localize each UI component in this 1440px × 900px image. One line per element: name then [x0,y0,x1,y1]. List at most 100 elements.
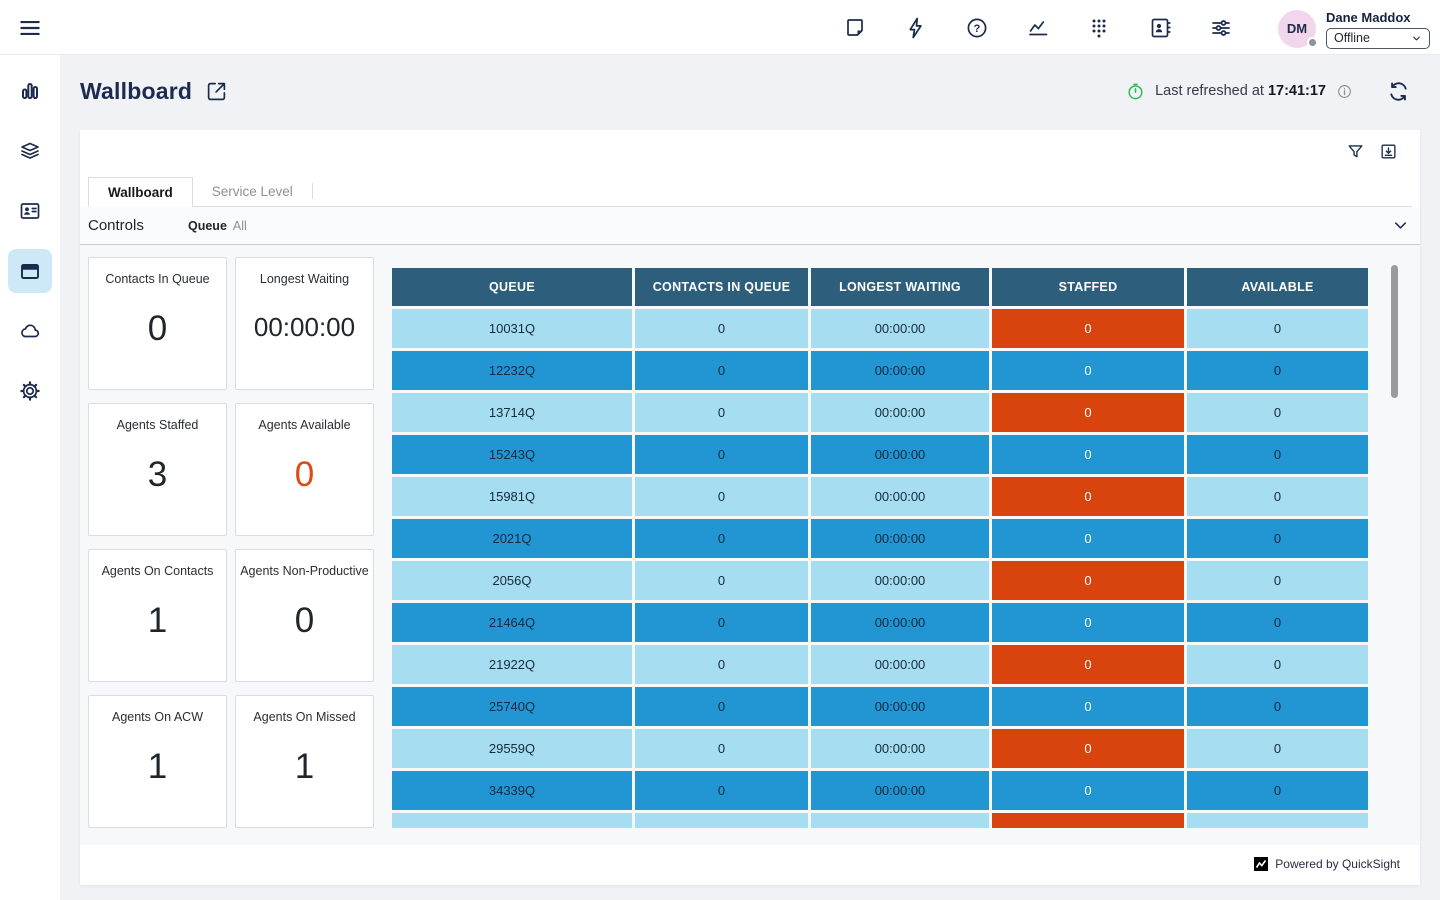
kpi-value: 3 [147,454,168,494]
powered-by-quicksight[interactable]: Powered by QuickSight [1254,857,1400,871]
cell-contacts-in-queue: 0 [635,687,808,726]
kpi-grid: Contacts In Queue 0 Longest Waiting 00:00:0… [88,257,374,828]
card-footer: Powered by QuickSight [80,845,1420,885]
cell-queue: 25740Q [392,687,632,726]
user-name: Dane Maddox [1326,9,1411,25]
tab-divider [311,183,313,199]
download-icon[interactable] [1379,142,1398,161]
hamburger-menu-icon[interactable] [17,15,43,41]
cell-queue: 2021Q [392,519,632,558]
table-row[interactable]: 25740Q 0 00:00:00 0 0 [392,687,1368,726]
cell-contacts-in-queue: 0 [635,519,808,558]
user-block: DM Dane Maddox Offline [1278,7,1430,49]
cell-available: 0 [1187,435,1368,474]
table-row[interactable] [392,813,1368,828]
cell-queue: 13714Q [392,393,632,432]
last-refreshed-time: 17:41:17 [1267,83,1326,99]
sidebar-item-layers[interactable] [8,129,52,173]
table-scrollbar[interactable] [1391,265,1398,398]
cell-longest-waiting: 00:00:00 [811,477,989,516]
notes-icon[interactable] [843,16,867,40]
table-row[interactable]: 15981Q 0 00:00:00 0 0 [392,477,1368,516]
sidebar-item-cloud[interactable] [8,309,52,353]
kpi-label: Longest Waiting [259,272,350,286]
settings-sliders-icon[interactable] [1209,16,1233,40]
dashboard-card: Wallboard Service Level Controls Queue A… [80,130,1420,885]
table-row[interactable]: 21464Q 0 00:00:00 0 0 [392,603,1368,642]
kpi-card[interactable]: Agents On Contacts 1 [88,549,227,682]
kpi-card[interactable]: Agents Available 0 [235,403,374,536]
dialpad-icon[interactable] [1087,16,1111,40]
column-header: AVAILABLE [1187,268,1368,306]
cell-staffed: 0 [992,519,1184,558]
controls-bar[interactable]: Controls Queue All [80,207,1420,245]
cell-queue: 21464Q [392,603,632,642]
kpi-value: 0 [294,600,315,640]
cell-longest-waiting: 00:00:00 [811,561,989,600]
column-header: STAFFED [992,268,1184,306]
cell-available: 0 [1187,603,1368,642]
kpi-label: Contacts In Queue [105,272,210,286]
sidebar-item-dashboard[interactable] [8,249,52,293]
sidebar-item-settings[interactable] [8,369,52,413]
cell-staffed: 0 [992,729,1184,768]
main-content: Wallboard Last refreshed at 17:41:17 Wal… [60,55,1440,900]
kpi-value: 1 [294,746,315,786]
status-select[interactable]: Offline [1326,27,1430,49]
cell-available: 0 [1187,687,1368,726]
tab-service-level[interactable]: Service Level [211,183,293,199]
kpi-card[interactable]: Agents On ACW 1 [88,695,227,828]
refresh-icon[interactable] [1387,80,1410,103]
avatar[interactable]: DM [1278,9,1318,48]
kpi-card[interactable]: Agents Non-Productive 0 [235,549,374,682]
cell-longest-waiting [811,813,989,828]
page-title: Wallboard [80,77,193,104]
table-row[interactable]: 10031Q 0 00:00:00 0 0 [392,309,1368,348]
table-row[interactable]: 13714Q 0 00:00:00 0 0 [392,393,1368,432]
table-row[interactable]: 29559Q 0 00:00:00 0 0 [392,729,1368,768]
column-header: CONTACTS IN QUEUE [635,268,808,306]
cell-contacts-in-queue: 0 [635,309,808,348]
cell-contacts-in-queue: 0 [635,771,808,810]
table-row[interactable]: 15243Q 0 00:00:00 0 0 [392,435,1368,474]
table-row[interactable]: 34339Q 0 00:00:00 0 0 [392,771,1368,810]
bar-chart-icon [22,83,39,99]
kpi-label: Agents Available [258,418,351,432]
timer-icon [1128,83,1143,99]
table-row[interactable]: 2056Q 0 00:00:00 0 0 [392,561,1368,600]
cell-longest-waiting: 00:00:00 [811,351,989,390]
cell-available: 0 [1187,729,1368,768]
cell-longest-waiting: 00:00:00 [811,603,989,642]
metrics-chart-icon[interactable] [1026,16,1050,40]
kpi-card[interactable]: Agents On Missed 1 [235,695,374,828]
info-icon[interactable] [1336,83,1353,100]
table-row[interactable]: 12232Q 0 00:00:00 0 0 [392,351,1368,390]
cell-available: 0 [1187,351,1368,390]
kpi-card[interactable]: Contacts In Queue 0 [88,257,227,390]
table-row[interactable]: 2021Q 0 00:00:00 0 0 [392,519,1368,558]
kpi-label: Agents Staffed [116,418,199,432]
queue-filter-value[interactable]: All [232,218,247,233]
cell-staffed: 0 [992,771,1184,810]
contacts-directory-icon[interactable] [1148,16,1172,40]
sidebar-item-contacts[interactable] [8,189,52,233]
tab-wallboard[interactable]: Wallboard [88,177,193,207]
cell-longest-waiting: 00:00:00 [811,645,989,684]
filter-icon[interactable] [1346,142,1365,161]
cell-queue: 10031Q [392,309,632,348]
kpi-card[interactable]: Longest Waiting 00:00:00 [235,257,374,390]
kpi-card[interactable]: Agents Staffed 3 [88,403,227,536]
cell-staffed: 0 [992,645,1184,684]
table-row[interactable]: 21922Q 0 00:00:00 0 0 [392,645,1368,684]
quick-actions-bolt-icon[interactable] [904,16,928,40]
external-link-icon[interactable] [206,81,227,102]
cell-available: 0 [1187,561,1368,600]
sidebar-item-metrics[interactable] [8,69,52,113]
cell-longest-waiting: 00:00:00 [811,435,989,474]
cell-available: 0 [1187,477,1368,516]
cell-available: 0 [1187,771,1368,810]
controls-collapse-chevron-icon[interactable] [1391,216,1410,235]
cell-contacts-in-queue: 0 [635,435,808,474]
help-icon[interactable]: ? [965,16,989,40]
cell-contacts-in-queue: 0 [635,729,808,768]
